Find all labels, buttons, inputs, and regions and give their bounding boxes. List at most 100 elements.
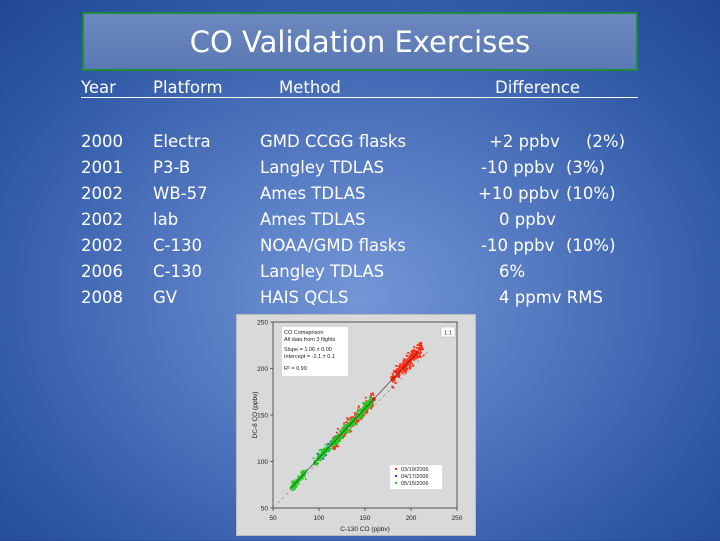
data-point [340,434,343,437]
co-comparison-figure: 50 100 150 200 250 50 100 150 200 250 C-130 CO (pp… [236,314,476,536]
data-point [365,409,368,412]
data-point [422,354,425,357]
data-point [402,365,405,368]
row-platform: WB-57 [153,184,208,203]
data-point [347,423,350,426]
data-point [371,405,374,408]
data-point [343,422,345,425]
data-point [340,431,342,434]
data-point [396,373,399,376]
data-point [354,417,356,419]
data-point [359,415,362,418]
data-point [360,416,363,419]
data-point [354,414,357,417]
y-tick-label: 150 [257,413,268,420]
data-point [404,368,407,371]
data-point [357,406,360,409]
data-point [345,424,348,427]
data-point [365,401,368,404]
data-point [404,361,407,364]
data-point [415,351,418,354]
data-point [409,355,412,358]
data-point [336,427,339,430]
fit-line [289,351,419,490]
data-point [399,366,402,368]
data-point [420,347,423,350]
one-to-one-label-box [440,326,456,338]
data-point [352,418,355,421]
data-point [330,447,333,450]
data-point [365,407,368,410]
data-point [357,405,360,408]
data-point [339,440,341,442]
x-tick-label: 100 [314,515,325,522]
data-point [362,416,365,418]
row-platform: Electra [153,132,211,151]
data-point [297,476,300,479]
data-point [370,407,373,410]
row-method: Langley TDLAS [260,262,385,281]
data-point [409,363,412,366]
data-point [358,417,361,420]
data-point [326,448,329,451]
data-point [405,365,407,368]
data-point [416,344,419,347]
data-point [364,404,367,407]
data-point [294,488,296,491]
data-point [404,370,407,373]
data-point [349,416,352,419]
data-point [336,431,338,434]
data-point [411,362,414,365]
data-point [406,364,409,366]
data-point [321,454,323,457]
data-point [316,463,319,466]
data-point [337,433,340,436]
data-point [363,411,365,414]
data-point [357,415,360,418]
data-point [359,408,362,411]
data-point [365,399,368,402]
data-point [414,355,416,358]
data-point [365,412,368,415]
data-point [360,418,363,421]
data-point [298,478,301,481]
data-point [419,348,422,351]
data-point [335,440,338,443]
data-point [412,365,415,367]
data-point [362,413,365,416]
data-point [415,353,418,355]
data-point [392,374,395,377]
data-point [305,469,308,472]
data-point [362,408,364,410]
x-axis-label: C-130 CO (ppbv) [340,526,390,533]
data-point [405,366,407,369]
data-point [329,448,331,450]
data-point [295,483,298,486]
data-point [404,371,407,374]
data-point [400,370,403,373]
data-point [323,454,326,457]
data-point [351,418,353,421]
data-point [299,479,302,482]
data-point [359,410,362,413]
data-point [412,355,415,357]
data-point [297,475,300,478]
data-point [392,386,395,389]
data-point [363,402,366,404]
data-point [297,483,300,485]
data-point [359,413,362,416]
legend-label: 04/17/2006 [401,474,429,480]
data-point [317,456,319,459]
data-point [324,449,327,451]
data-point [418,344,420,346]
data-point [339,429,342,432]
row-year: 2006 [81,262,123,281]
row-year: 2002 [81,236,123,255]
row-method: Ames TDLAS [260,210,366,229]
data-point [297,479,300,482]
data-point [301,469,304,472]
data-point [402,369,405,372]
data-point [413,349,415,352]
data-point [369,405,372,408]
data-point [303,472,305,474]
